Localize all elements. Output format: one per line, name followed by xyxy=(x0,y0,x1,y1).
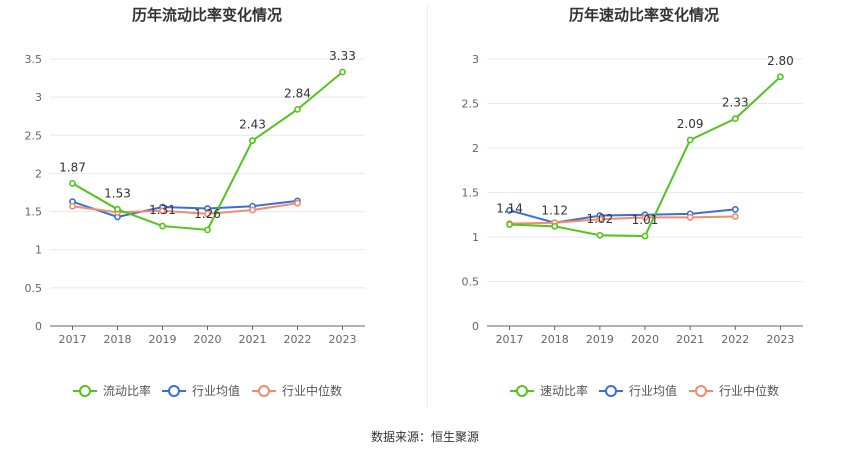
legend-label: 行业中位数 xyxy=(719,383,779,398)
y-tick-label: 0.5 xyxy=(25,282,43,295)
x-tick-label: 2021 xyxy=(676,333,704,346)
y-tick-label: 2 xyxy=(35,167,42,180)
data-label: 1.12 xyxy=(541,203,568,217)
data-label: 2.33 xyxy=(722,96,749,110)
data-label: 1.53 xyxy=(104,186,131,200)
y-tick-label: 1 xyxy=(472,231,479,244)
y-tick-label: 2.5 xyxy=(462,98,480,111)
data-point xyxy=(686,214,694,221)
x-tick-label: 2019 xyxy=(586,333,614,346)
chart-title: 历年流动比率变化情况 xyxy=(132,6,282,24)
x-tick-label: 2021 xyxy=(239,333,267,346)
data-point xyxy=(294,105,301,113)
data-point xyxy=(159,207,166,215)
legend-swatch-marker xyxy=(258,385,270,397)
series-line xyxy=(72,199,298,218)
legend-label: 流动比率 xyxy=(103,383,151,398)
y-tick-label: 0 xyxy=(35,320,42,333)
series-line xyxy=(72,202,298,215)
x-tick-label: 2017 xyxy=(496,333,524,346)
y-tick-label: 0 xyxy=(472,320,479,333)
legend-label: 速动比率 xyxy=(540,383,588,398)
series-line xyxy=(509,208,736,224)
data-label: 1.14 xyxy=(496,202,523,216)
legend-swatch-marker xyxy=(516,385,528,397)
data-point xyxy=(551,222,559,230)
x-tick-label: 2022 xyxy=(284,333,312,346)
data-point xyxy=(731,115,739,123)
data-point xyxy=(69,202,76,210)
data-label: 2.43 xyxy=(239,118,266,132)
source-note: 数据来源：恒生聚源 xyxy=(370,430,479,444)
data-label: 1.31 xyxy=(149,203,176,217)
x-tick-label: 2022 xyxy=(721,333,749,346)
data-label: 2.84 xyxy=(284,86,311,100)
x-tick-label: 2023 xyxy=(766,333,794,346)
x-tick-label: 2020 xyxy=(194,333,222,346)
data-point xyxy=(204,226,211,234)
y-tick-label: 1.5 xyxy=(25,206,43,219)
y-tick-label: 2 xyxy=(472,142,479,155)
data-point xyxy=(641,214,649,221)
data-label: 1.01 xyxy=(632,213,659,227)
data-point xyxy=(114,205,121,213)
data-point xyxy=(339,68,346,76)
x-tick-label: 2018 xyxy=(104,333,132,346)
y-tick-label: 3 xyxy=(35,91,42,104)
data-point xyxy=(686,136,694,144)
legend-swatch-marker xyxy=(605,385,617,397)
legend-swatch-marker xyxy=(79,385,91,397)
data-point xyxy=(294,199,301,207)
data-point xyxy=(641,232,649,240)
y-tick-label: 3 xyxy=(472,53,479,66)
data-point xyxy=(596,231,604,239)
data-point xyxy=(204,210,211,218)
data-label: 2.09 xyxy=(677,117,704,131)
legend-label: 行业中位数 xyxy=(282,383,342,398)
y-tick-label: 3.5 xyxy=(25,53,43,66)
x-tick-label: 2019 xyxy=(149,333,177,346)
series-line xyxy=(509,215,736,225)
x-tick-label: 2020 xyxy=(631,333,659,346)
data-point xyxy=(506,206,513,214)
data-label: 1.02 xyxy=(586,212,613,226)
chart-title: 历年速动比率变化情况 xyxy=(569,6,719,24)
data-label: 3.33 xyxy=(329,49,356,63)
data-point xyxy=(731,206,739,213)
data-point xyxy=(596,215,604,223)
data-point xyxy=(506,221,513,228)
legend-swatch-marker xyxy=(695,385,707,397)
panel-divider xyxy=(427,6,428,408)
y-tick-label: 1 xyxy=(35,244,42,257)
x-tick-label: 2017 xyxy=(59,333,87,346)
data-point xyxy=(777,73,784,81)
data-point xyxy=(159,222,166,230)
data-point xyxy=(69,179,76,187)
data-label: 1.26 xyxy=(194,207,221,221)
legend-label: 行业均值 xyxy=(192,383,240,398)
data-point xyxy=(249,206,256,214)
data-point xyxy=(249,137,256,145)
y-tick-label: 0.5 xyxy=(462,276,480,289)
data-label: 1.87 xyxy=(59,160,86,174)
legend-swatch-marker xyxy=(168,385,180,397)
data-point xyxy=(731,213,739,220)
x-tick-label: 2023 xyxy=(329,333,357,346)
y-tick-label: 2.5 xyxy=(25,129,43,142)
legend-label: 行业均值 xyxy=(629,383,677,398)
y-tick-label: 1.5 xyxy=(462,187,480,200)
data-label: 2.80 xyxy=(767,54,794,68)
x-tick-label: 2018 xyxy=(541,333,569,346)
